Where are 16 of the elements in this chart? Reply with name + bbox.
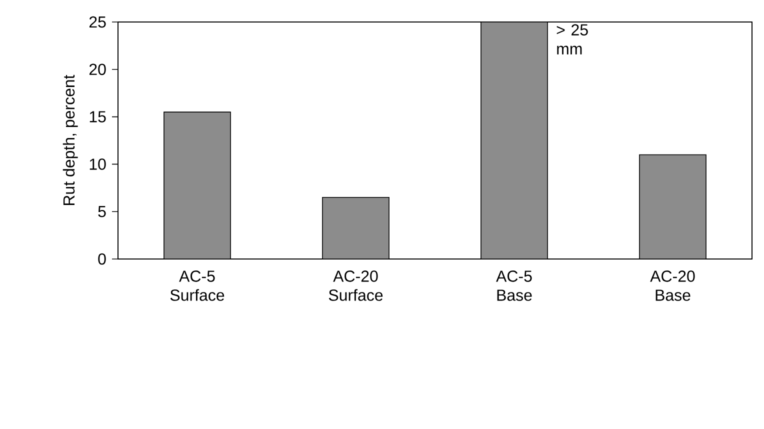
- x-tick-label: AC-20 Base: [650, 270, 695, 301]
- bar: [322, 196, 390, 259]
- y-axis-title: Rut depth, percent: [62, 74, 78, 206]
- x-tick-label: AC-20 Surface: [328, 270, 383, 301]
- bar: [164, 112, 231, 259]
- y-tick-label: 10: [90, 158, 106, 170]
- bar: [639, 154, 706, 259]
- x-tick-label: AC-5 Base: [496, 270, 532, 301]
- bar: [480, 22, 548, 259]
- y-tick-label: 15: [90, 111, 106, 122]
- y-tick-label: 20: [89, 64, 106, 76]
- x-tick-label: AC-5 Surface: [170, 270, 224, 301]
- y-tick-label: 25: [89, 16, 106, 28]
- annotation: > 25 mm: [556, 24, 588, 54]
- y-tick-label: 5: [98, 206, 106, 218]
- y-tick-label: 0: [98, 253, 106, 265]
